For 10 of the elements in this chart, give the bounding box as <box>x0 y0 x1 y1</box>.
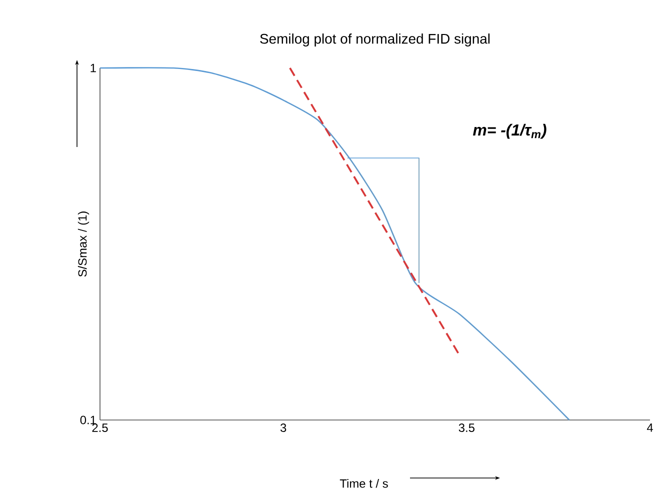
chart-title: Semilog plot of normalized FID signal <box>260 34 490 46</box>
x-tick-label: 2.5 <box>92 424 108 432</box>
x-tick-label: 4 <box>646 424 653 432</box>
y-axis-title: S/Smax / (1) <box>78 212 90 277</box>
x-tick-label: 3.5 <box>458 424 474 432</box>
x-axis-title: Time t / s <box>340 478 388 488</box>
x-tick-label: 3 <box>280 424 286 432</box>
y-tick-label: 0.1 <box>80 416 96 424</box>
y-tick-label: 1 <box>90 64 96 72</box>
annotation: m= -(1/τ$_{m}$) <box>472 124 546 139</box>
